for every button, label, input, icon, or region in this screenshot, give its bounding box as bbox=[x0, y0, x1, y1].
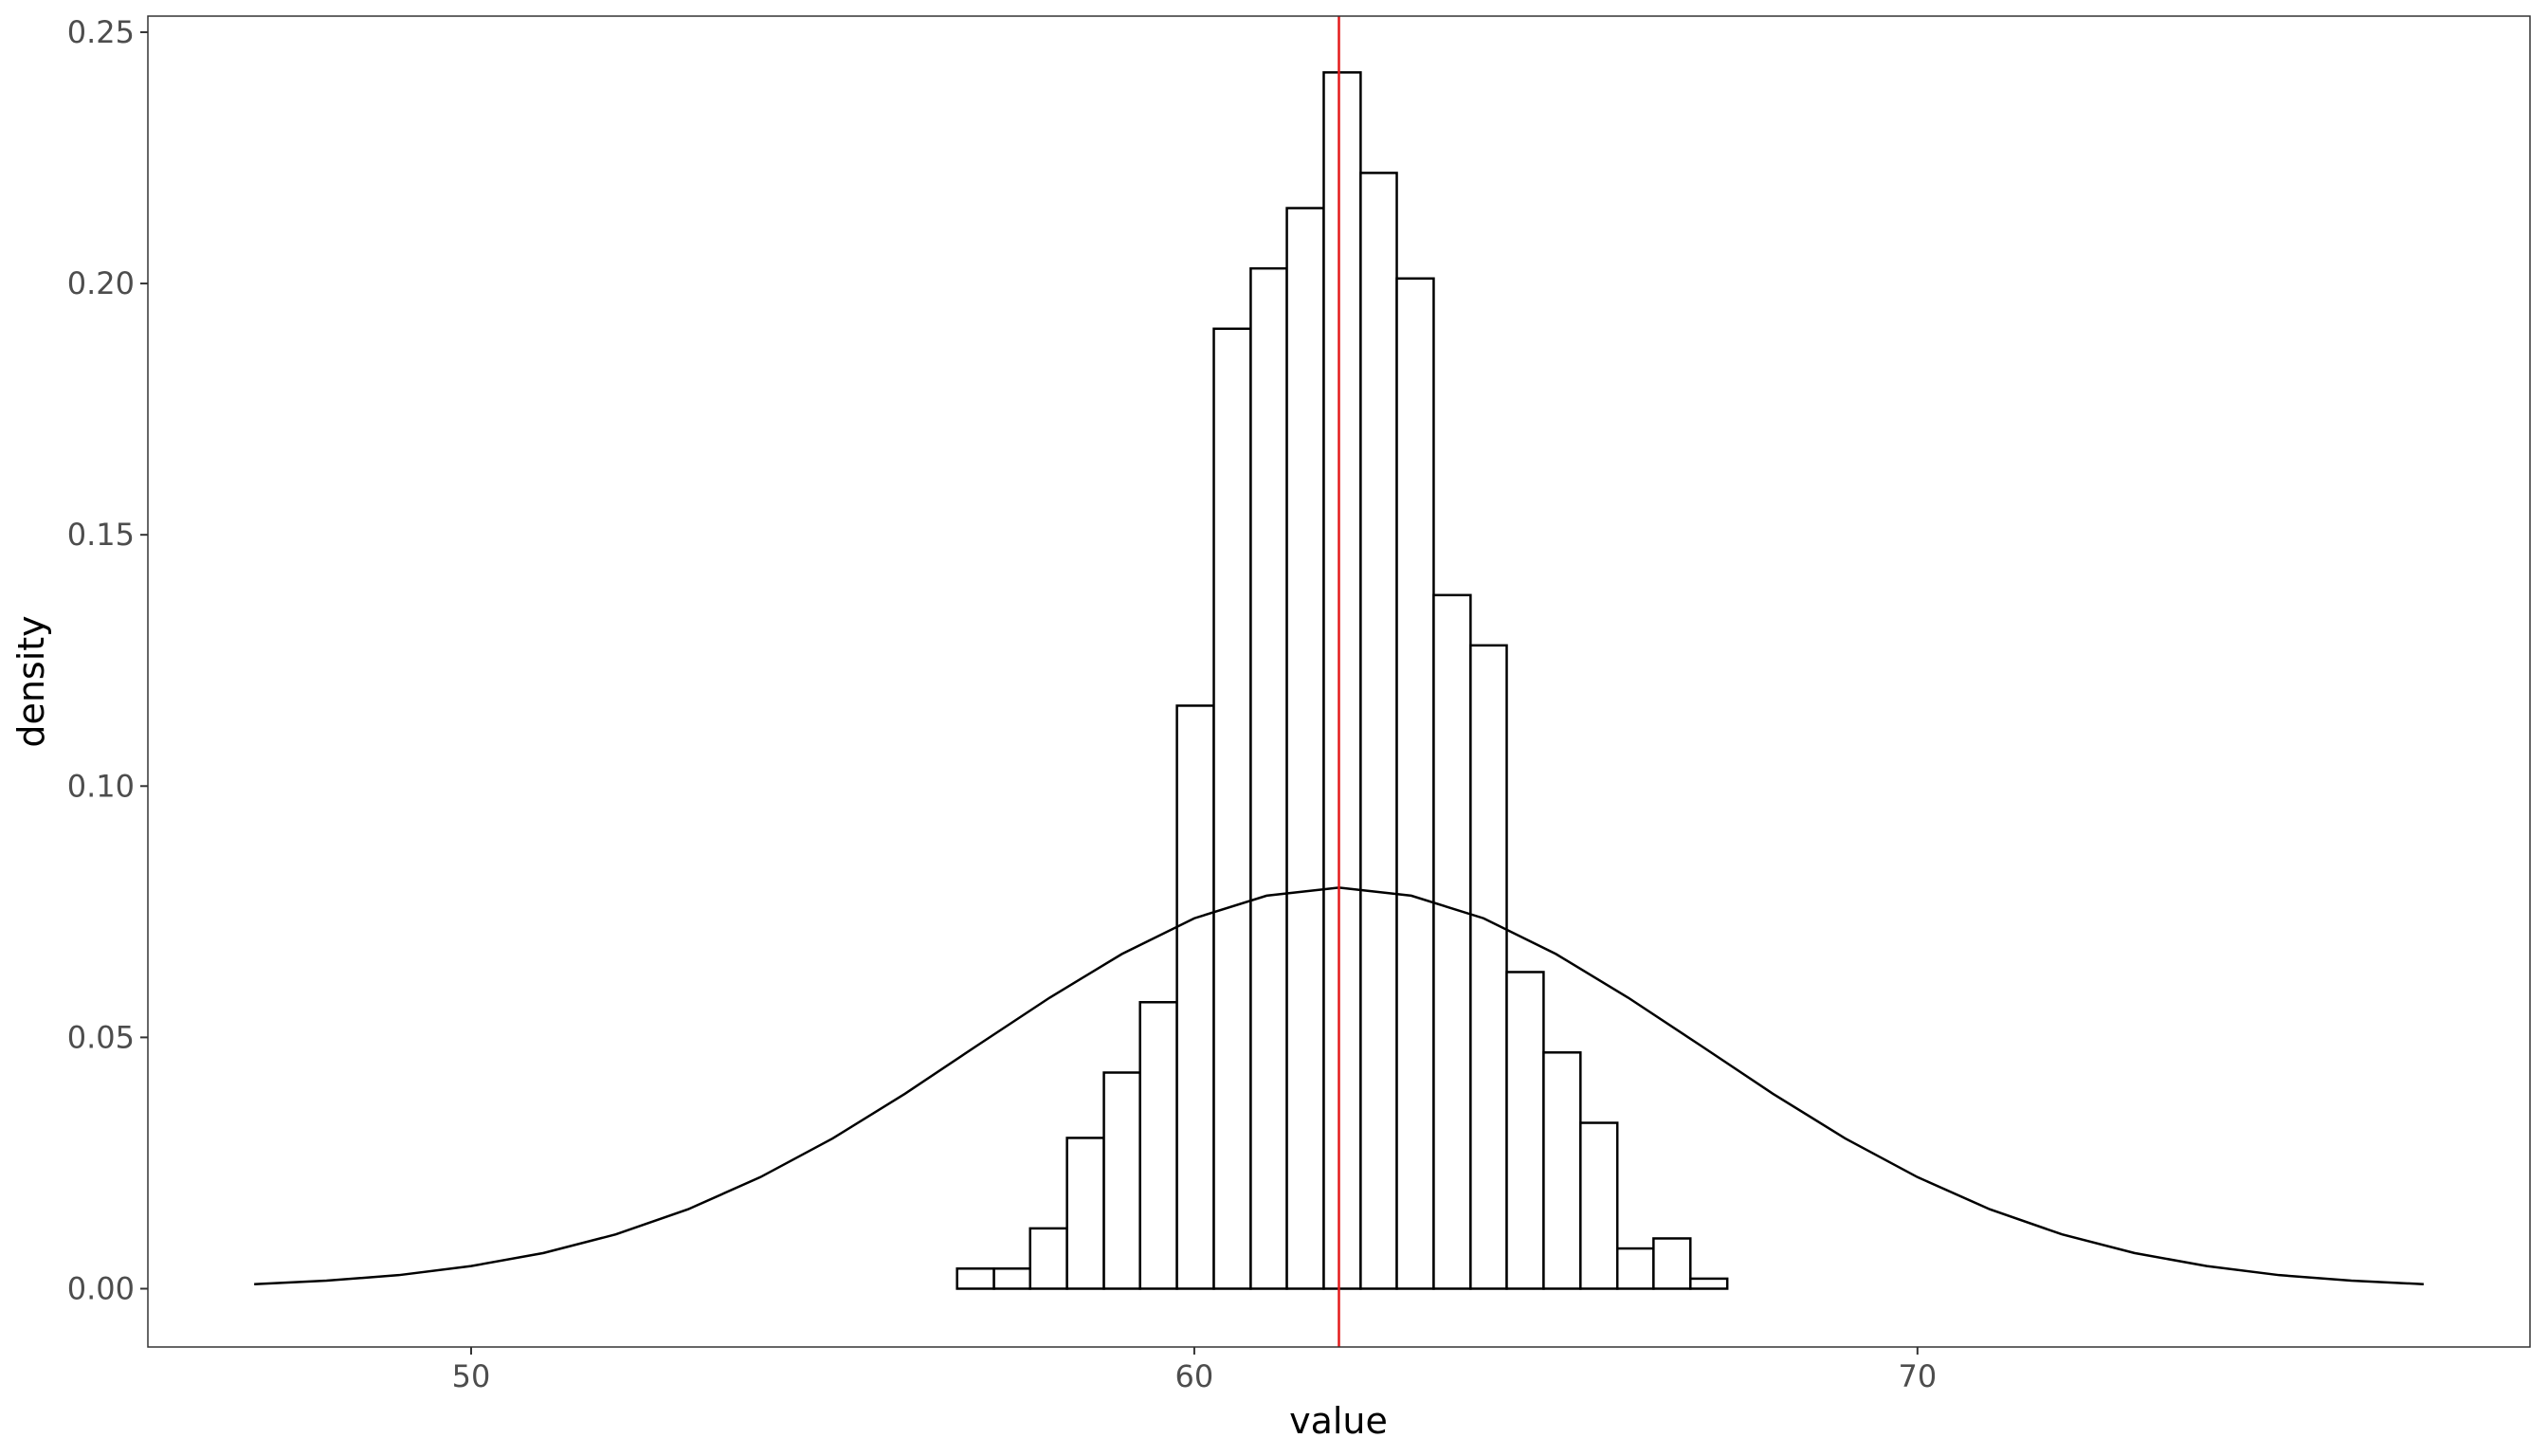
bar bbox=[1505, 971, 1545, 1290]
bar bbox=[1469, 644, 1508, 1290]
plot-border bbox=[147, 15, 2531, 1348]
x-tick-label: 50 bbox=[452, 1358, 491, 1394]
bar bbox=[1652, 1237, 1692, 1290]
bar bbox=[1359, 172, 1398, 1290]
bar bbox=[956, 1267, 995, 1290]
y-tick-label: 0.00 bbox=[67, 1270, 135, 1306]
y-tick-label: 0.20 bbox=[67, 265, 135, 301]
bar bbox=[1212, 327, 1252, 1290]
bar bbox=[1175, 704, 1215, 1290]
x-tick-label: 60 bbox=[1175, 1358, 1214, 1394]
x-tick-label: 70 bbox=[1898, 1358, 1937, 1394]
bar bbox=[1065, 1137, 1105, 1290]
x-axis-title: value bbox=[1289, 1400, 1388, 1442]
y-tick-label: 0.05 bbox=[67, 1019, 135, 1055]
y-tick-label: 0.25 bbox=[67, 14, 135, 50]
bar bbox=[1542, 1051, 1582, 1290]
bar bbox=[1285, 207, 1325, 1290]
bar bbox=[992, 1267, 1031, 1290]
y-tick-label: 0.10 bbox=[67, 768, 135, 804]
bar bbox=[1395, 277, 1435, 1290]
bar bbox=[1028, 1227, 1068, 1290]
bar bbox=[1615, 1247, 1655, 1290]
bar bbox=[1102, 1071, 1141, 1290]
bar bbox=[1689, 1277, 1729, 1290]
bar bbox=[1249, 266, 1288, 1290]
bar bbox=[1432, 593, 1472, 1290]
y-tick-label: 0.15 bbox=[67, 517, 135, 553]
bar bbox=[1138, 1001, 1178, 1290]
bar bbox=[1579, 1121, 1619, 1290]
bar bbox=[1322, 71, 1362, 1290]
y-axis-title: density bbox=[10, 615, 52, 747]
